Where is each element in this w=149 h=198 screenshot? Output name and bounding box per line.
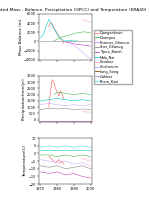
- Y-axis label: Temperature(C): Temperature(C): [23, 145, 27, 177]
- Text: Calculated Mass - Balance, Precipitation (GPCC) and Temperature (ERA40): Calculated Mass - Balance, Precipitation…: [0, 8, 146, 12]
- Legend: Djangankoun, Doangou, Kharner_Gharour, Sher_Dhanug, Tipoo_Bandi, Nala_Nai, Kotak: Djangankoun, Doangou, Kharner_Gharour, S…: [94, 30, 132, 85]
- Y-axis label: Mass Balance (m): Mass Balance (m): [19, 19, 23, 55]
- Y-axis label: Precipitation(mm/yr): Precipitation(mm/yr): [22, 78, 26, 120]
